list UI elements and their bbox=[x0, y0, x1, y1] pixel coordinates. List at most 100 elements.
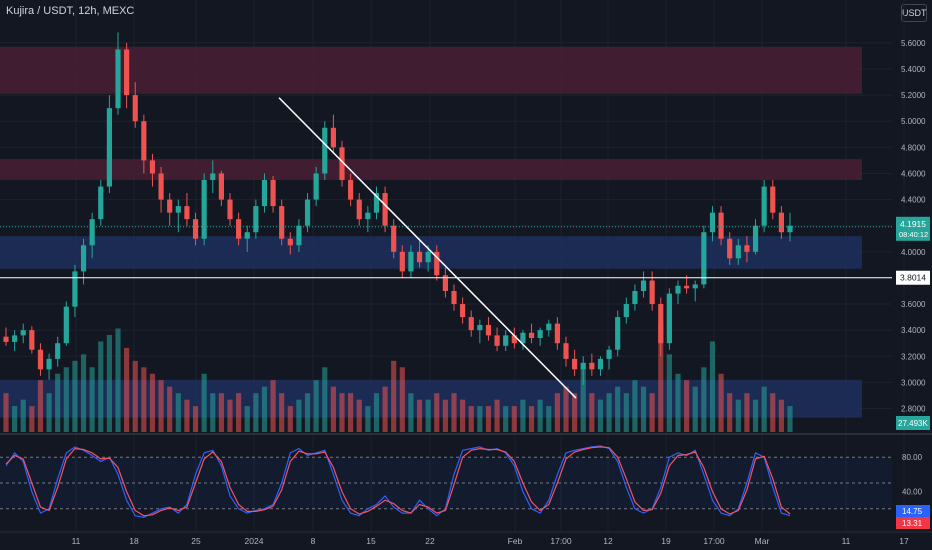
volume-bar bbox=[451, 393, 457, 432]
candle-body bbox=[787, 225, 793, 233]
volume-bar bbox=[787, 406, 793, 432]
y-tick-label: 2.8000 bbox=[901, 404, 926, 413]
candle-body bbox=[12, 335, 18, 342]
y-tick-label: 3.6000 bbox=[901, 300, 926, 309]
y-tick-label: 3.2000 bbox=[901, 352, 926, 361]
candle-body bbox=[89, 219, 95, 246]
volume-bar bbox=[632, 380, 638, 432]
currency-button[interactable]: USDT bbox=[901, 4, 927, 22]
volume-bar bbox=[72, 360, 78, 432]
candle-body bbox=[442, 275, 448, 291]
volume-bar bbox=[304, 393, 311, 432]
stoch-k-label: 14.75 bbox=[902, 507, 923, 516]
volume-bar bbox=[158, 380, 164, 432]
volume-bar bbox=[348, 393, 354, 432]
volume-bar bbox=[29, 406, 35, 432]
volume-bar bbox=[425, 399, 431, 432]
candle-body bbox=[727, 238, 733, 259]
volume-bar bbox=[778, 399, 784, 432]
volume-bar bbox=[287, 406, 293, 432]
y-tick-label: 4.0000 bbox=[901, 248, 926, 257]
candle-body bbox=[434, 251, 440, 276]
candle-body bbox=[3, 336, 9, 342]
zone-supply bbox=[0, 46, 862, 94]
x-tick-label: 15 bbox=[366, 536, 376, 546]
volume-bar bbox=[752, 399, 759, 432]
candle-body bbox=[63, 306, 69, 344]
candle-body bbox=[563, 343, 569, 359]
candle-body bbox=[210, 173, 216, 180]
volume-bar bbox=[477, 406, 483, 432]
candle-body bbox=[735, 245, 741, 259]
volume-bar bbox=[623, 393, 629, 432]
candle-body bbox=[72, 271, 78, 307]
candle-body bbox=[709, 212, 716, 233]
candle-body bbox=[468, 317, 474, 331]
candle-body bbox=[304, 199, 311, 226]
volume-bar bbox=[468, 406, 474, 432]
volume-bar bbox=[563, 386, 569, 432]
volume-bar bbox=[709, 341, 716, 432]
volume-bar bbox=[106, 334, 112, 432]
candle-body bbox=[692, 284, 698, 289]
candle-body bbox=[546, 323, 552, 331]
candle-body bbox=[649, 280, 655, 305]
volume-bar bbox=[537, 399, 543, 432]
candle-body bbox=[261, 179, 268, 207]
candle-body bbox=[158, 173, 164, 200]
stoch-d-label: 13.31 bbox=[902, 519, 923, 528]
stoch-tick-label: 40.00 bbox=[902, 488, 923, 497]
volume-bar bbox=[210, 393, 216, 432]
volume-bar bbox=[253, 393, 259, 432]
volume-bar bbox=[701, 367, 707, 432]
volume-bar bbox=[339, 393, 345, 432]
y-tick-label: 5.6000 bbox=[901, 39, 926, 48]
volume-bar bbox=[55, 373, 61, 432]
volume-bar bbox=[20, 399, 26, 432]
y-tick-label: 5.0000 bbox=[901, 117, 926, 126]
candle-body bbox=[115, 49, 121, 109]
candle-body bbox=[597, 358, 604, 370]
volume-bar bbox=[227, 399, 233, 432]
candle-body bbox=[270, 179, 276, 207]
volume-badge bbox=[896, 416, 930, 430]
candle-body bbox=[330, 127, 336, 148]
volume-bar bbox=[141, 367, 147, 432]
candle-body bbox=[580, 362, 586, 370]
candle-body bbox=[718, 212, 724, 239]
candle-body bbox=[356, 199, 362, 220]
last-price-label: 4.1915 bbox=[900, 219, 926, 229]
candle-body bbox=[192, 219, 199, 239]
volume-bar bbox=[416, 399, 423, 432]
candle-body bbox=[615, 317, 621, 350]
volume-bar bbox=[597, 399, 604, 432]
volume-bar bbox=[503, 406, 509, 432]
candle-body bbox=[167, 199, 173, 213]
candle-body bbox=[20, 330, 26, 336]
zone-supply bbox=[0, 159, 862, 180]
stoch-k-badge bbox=[896, 505, 930, 517]
volume-bar bbox=[63, 367, 69, 432]
support-badge bbox=[896, 270, 930, 285]
candle-body bbox=[29, 330, 35, 350]
volume-bar bbox=[236, 393, 242, 432]
candle-body bbox=[201, 179, 207, 239]
candle-body bbox=[451, 290, 457, 305]
volume-bar bbox=[391, 360, 397, 432]
stoch-d-badge bbox=[896, 517, 930, 529]
y-tick-label: 3.4000 bbox=[901, 326, 926, 335]
candle-body bbox=[752, 225, 759, 252]
volume-bar bbox=[615, 386, 621, 432]
candle-body bbox=[287, 238, 293, 246]
volume-bar bbox=[589, 393, 595, 432]
candle-body bbox=[494, 335, 500, 346]
chart-title: Kujira / USDT, 12h, MEXC bbox=[6, 5, 135, 17]
volume-bar bbox=[37, 380, 44, 432]
candle-body bbox=[382, 193, 388, 226]
volume-bar bbox=[434, 393, 440, 432]
volume-badge-label: 27.493K bbox=[898, 419, 928, 428]
volume-bar bbox=[666, 354, 672, 432]
candle-body bbox=[684, 285, 690, 289]
trend-line bbox=[278, 97, 577, 399]
